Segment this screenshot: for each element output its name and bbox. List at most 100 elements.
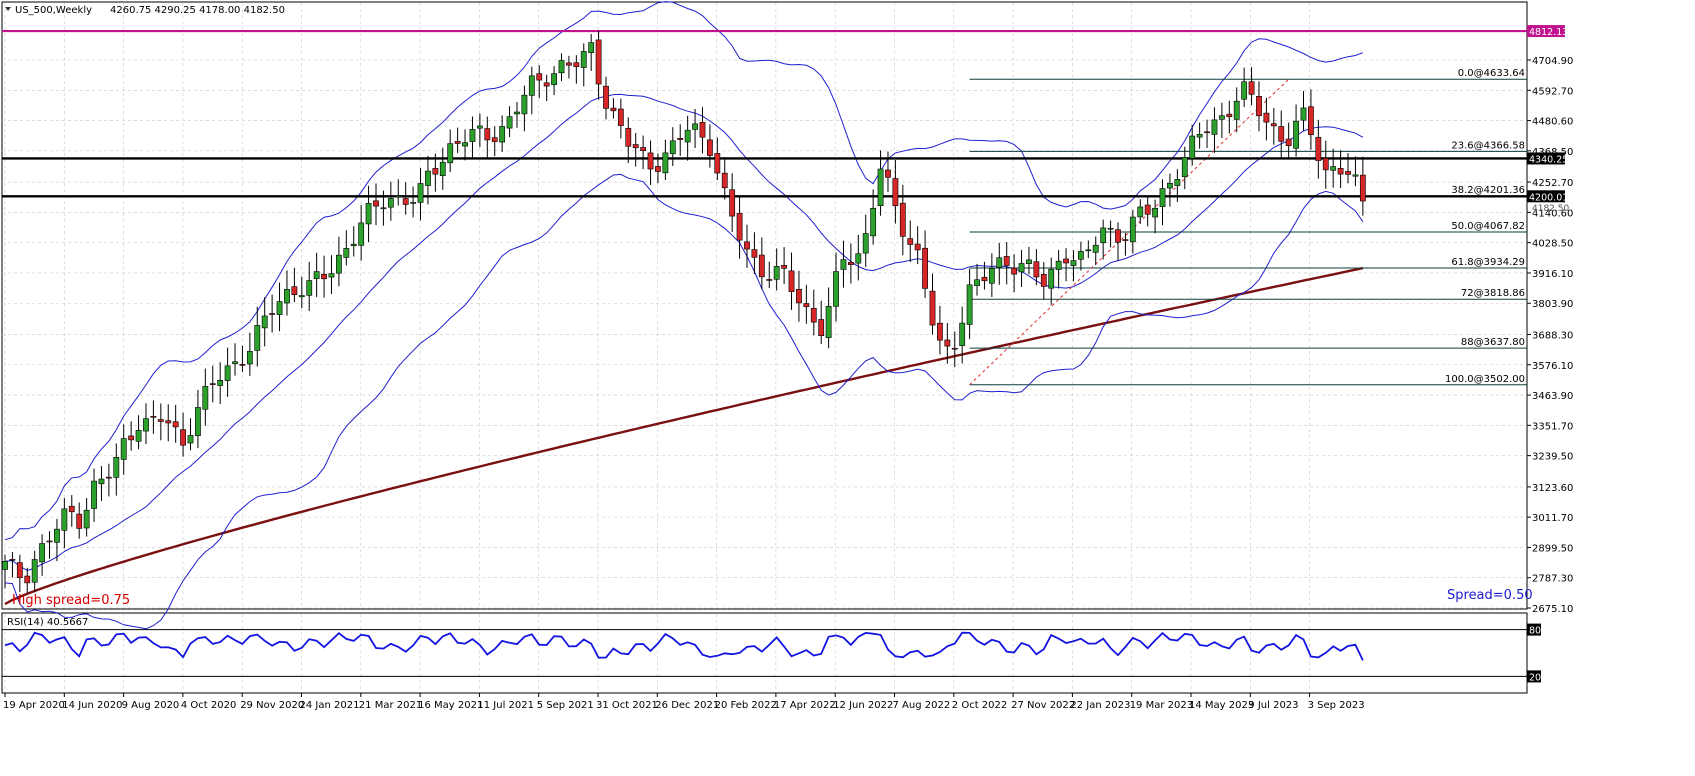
candle-body (1270, 123, 1277, 127)
main-panel-frame (1, 1, 1528, 610)
candle-body (39, 543, 45, 563)
candle-body (261, 315, 268, 329)
candle-body (929, 290, 936, 326)
candle-body (1226, 113, 1233, 118)
candle-body (536, 73, 543, 81)
candle-body (98, 478, 105, 485)
candle-body (2, 561, 8, 570)
fib-level-label: 23.6@4366.58 (1451, 140, 1525, 151)
rsi-line (4, 631, 1364, 661)
date-tick-label: 24 Jan 2021 (300, 700, 360, 711)
candle-body (476, 125, 483, 129)
candle-body (1322, 158, 1329, 171)
candle-body (528, 75, 535, 96)
candle-body (469, 129, 476, 142)
candle-body (187, 435, 194, 444)
date-tick-label: 22 Jan 2023 (1070, 700, 1130, 711)
candle-body (566, 62, 572, 66)
candle-body (1345, 171, 1351, 175)
candle-body (766, 279, 773, 281)
candle-body (669, 140, 676, 155)
candle-body (328, 273, 335, 278)
candle-body (209, 383, 216, 385)
horizontal-levels (2, 29, 1527, 198)
bollinger-lower-line (4, 173, 1364, 630)
candle-body (833, 271, 839, 307)
high-spread-label: High spread=0.75 (12, 593, 130, 608)
price-tick-label: 4028.50 (1532, 239, 1573, 250)
candle-body (588, 42, 595, 54)
candle-body (1352, 174, 1359, 177)
candle-body (647, 152, 654, 170)
candle-body (1129, 216, 1136, 243)
candle-body (1167, 182, 1173, 189)
candle-body (521, 94, 528, 115)
ma200-path (4, 266, 1364, 606)
candle-body (1026, 259, 1032, 265)
candle-body (847, 262, 854, 265)
candle-body (402, 198, 409, 205)
candle-body (1055, 260, 1062, 270)
candle-body (922, 247, 928, 289)
candle-body (1241, 81, 1248, 100)
date-tick-label: 14 Jun 2020 (62, 700, 122, 711)
candle-body (1337, 167, 1344, 175)
candle-body (313, 271, 320, 279)
candle-body (298, 295, 305, 298)
candle-body (358, 222, 365, 246)
candle-body (9, 559, 16, 561)
candle-body (1218, 115, 1225, 120)
candle-body (447, 143, 454, 164)
price-tick-label: 3123.60 (1532, 483, 1573, 494)
candle-body (387, 198, 394, 208)
date-tick-label: 20 Feb 2022 (715, 700, 777, 711)
candle-body (1078, 251, 1084, 260)
candle-body (46, 540, 53, 543)
candle-body (365, 203, 372, 225)
rsi-level-text: 80 (1529, 626, 1541, 637)
candle-body (1330, 166, 1337, 171)
candle-body (335, 254, 342, 274)
candle-body (1285, 138, 1292, 147)
candle-body (632, 144, 639, 149)
candle-body (959, 322, 966, 346)
date-tick-label: 21 Mar 2021 (359, 700, 422, 711)
candle-body (454, 140, 461, 144)
price-tick-label: 3239.50 (1532, 452, 1573, 463)
candle-body (1308, 106, 1314, 135)
candle-body (573, 62, 580, 67)
date-tick-label: 5 Sep 2021 (537, 700, 594, 711)
candle-body (54, 528, 60, 543)
candle-body (899, 202, 906, 237)
candle-body (796, 288, 802, 304)
candle-body (24, 575, 31, 584)
candle-body (721, 172, 728, 189)
candle-body (1152, 207, 1158, 218)
spread-label: Spread=0.50 (1447, 588, 1533, 603)
candle-body (677, 138, 684, 140)
candle-body (232, 361, 238, 364)
candle-body (143, 418, 149, 432)
symbol-label: US_500,Weekly (15, 5, 92, 16)
candle-body (113, 457, 120, 478)
candle-body (1248, 81, 1255, 95)
candle-body (306, 280, 313, 296)
candle-body (736, 213, 743, 241)
candle-body (966, 284, 973, 325)
candle-body (855, 253, 862, 264)
candle-body (202, 386, 209, 410)
price-tick-label: 2899.50 (1532, 543, 1573, 554)
ma200-line (4, 266, 1364, 606)
candle-body (988, 268, 995, 284)
fib-level-label: 72@3818.86 (1461, 288, 1525, 299)
candle-body (105, 476, 112, 479)
chevron-down-icon[interactable] (5, 7, 11, 11)
fib-level-label: 88@3637.80 (1461, 337, 1525, 348)
rsi-label: RSI(14) 40.5667 (7, 617, 88, 628)
rsi-level-tag (1527, 623, 1541, 636)
date-tick-label: 4 Oct 2020 (181, 700, 236, 711)
candle-body (699, 122, 706, 138)
price-tick-label: 4252.70 (1532, 178, 1573, 189)
